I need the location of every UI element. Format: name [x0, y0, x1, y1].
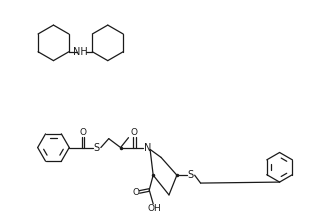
Text: O: O: [80, 128, 86, 137]
Text: OH: OH: [147, 204, 161, 213]
Text: NH: NH: [73, 47, 88, 57]
Text: S: S: [94, 143, 100, 152]
Text: O: O: [133, 189, 140, 197]
Text: N: N: [144, 143, 151, 152]
Text: S: S: [188, 170, 194, 180]
Text: O: O: [131, 128, 138, 137]
